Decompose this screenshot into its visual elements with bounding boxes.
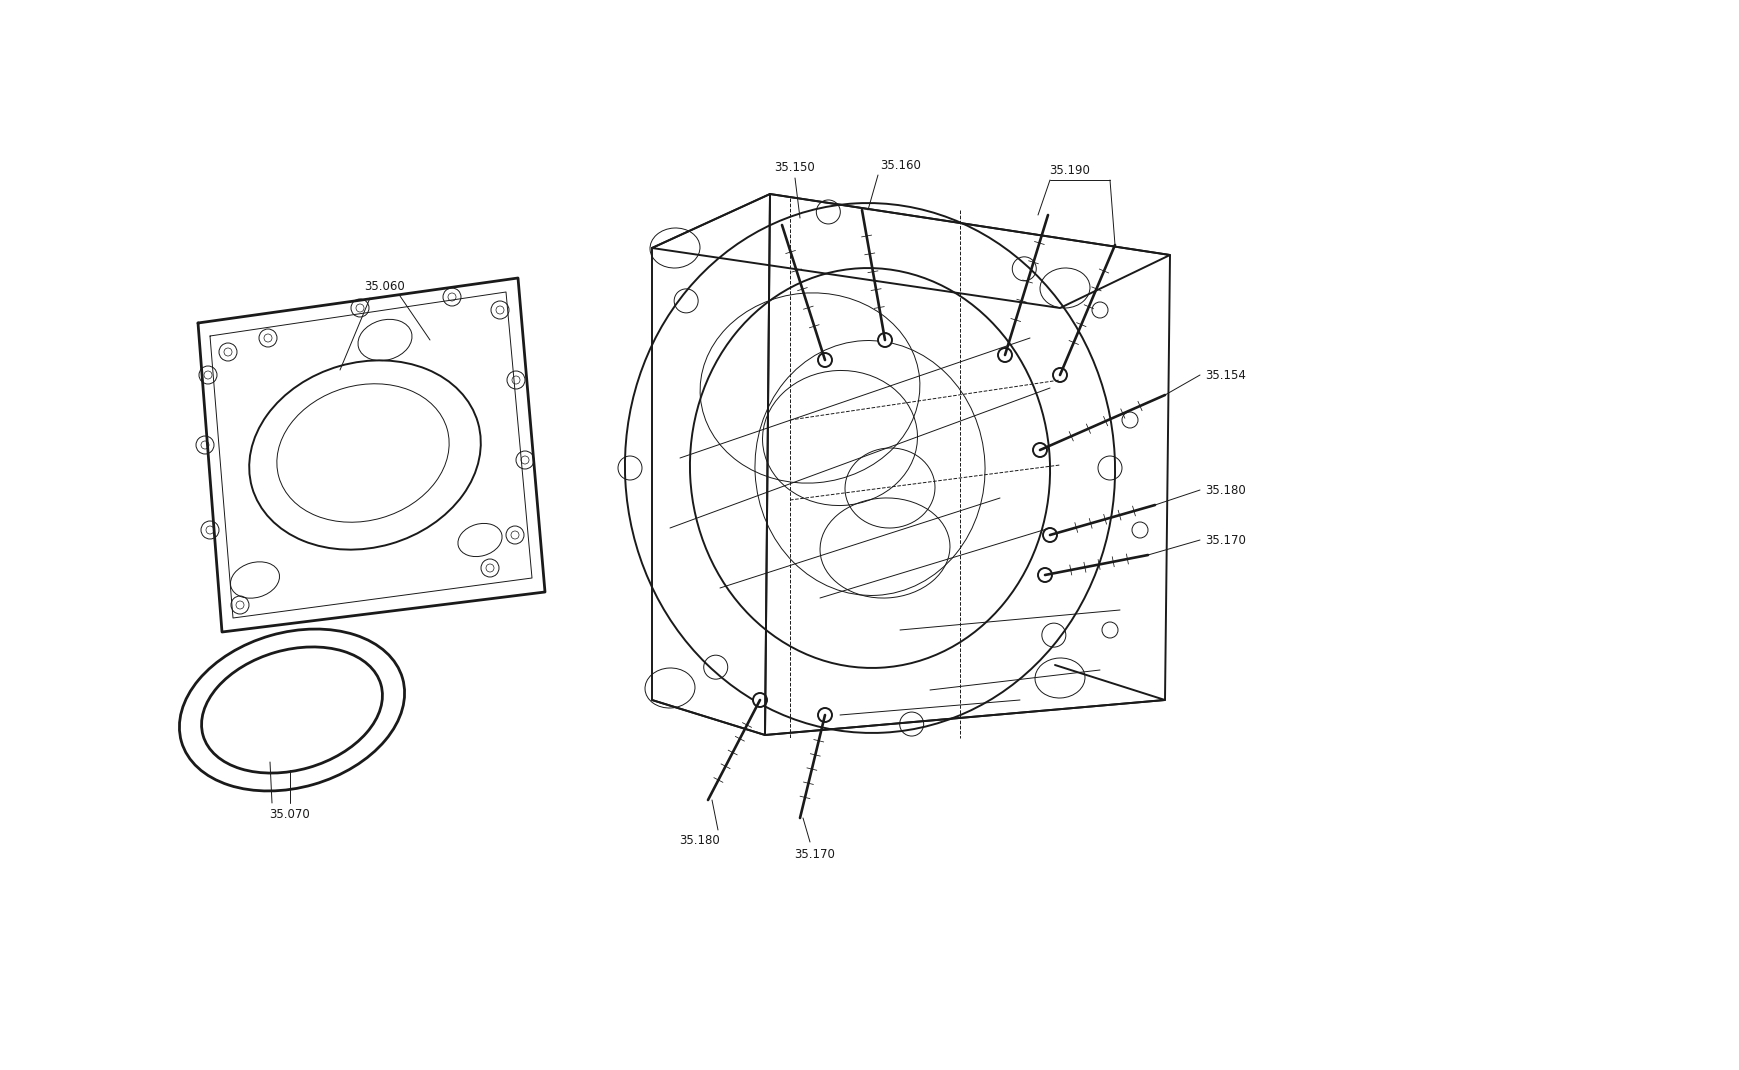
Text: 35.180: 35.180 [680, 834, 720, 846]
Circle shape [878, 333, 892, 347]
Text: 35.170: 35.170 [795, 849, 835, 861]
Text: 35.160: 35.160 [880, 158, 920, 171]
Text: 35.060: 35.060 [365, 279, 405, 292]
Circle shape [1033, 443, 1047, 457]
Text: 35.180: 35.180 [1205, 484, 1245, 496]
Text: 35.150: 35.150 [774, 160, 816, 173]
Circle shape [817, 353, 831, 367]
Circle shape [817, 708, 831, 722]
Circle shape [998, 348, 1012, 362]
Text: 35.190: 35.190 [1049, 164, 1090, 177]
Text: 35.170: 35.170 [1205, 534, 1245, 547]
Text: 35.070: 35.070 [270, 809, 310, 822]
Text: 35.154: 35.154 [1205, 368, 1245, 382]
Circle shape [1052, 368, 1066, 382]
Circle shape [753, 693, 767, 707]
Circle shape [1042, 528, 1056, 542]
Circle shape [1038, 568, 1052, 582]
